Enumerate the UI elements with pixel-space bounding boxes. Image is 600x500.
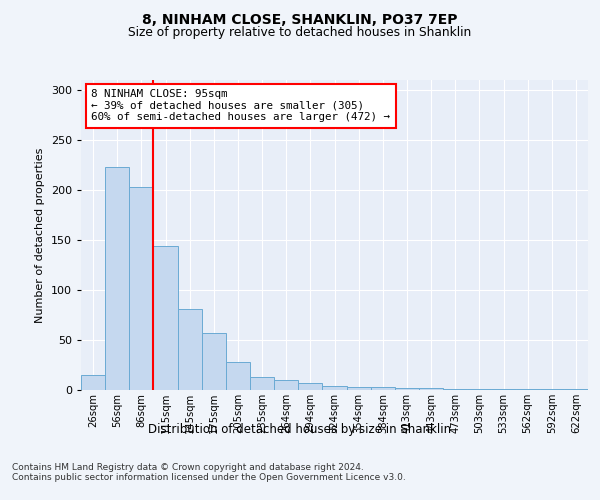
Bar <box>395 388 419 390</box>
Bar <box>322 386 347 390</box>
Bar <box>298 383 322 390</box>
Bar <box>371 387 395 390</box>
Bar <box>419 388 443 390</box>
Bar <box>443 389 467 390</box>
Bar <box>226 362 250 390</box>
Bar <box>467 389 491 390</box>
Bar <box>202 333 226 390</box>
Text: Contains HM Land Registry data © Crown copyright and database right 2024.
Contai: Contains HM Land Registry data © Crown c… <box>12 462 406 482</box>
Text: 8, NINHAM CLOSE, SHANKLIN, PO37 7EP: 8, NINHAM CLOSE, SHANKLIN, PO37 7EP <box>142 12 458 26</box>
Bar <box>129 187 154 390</box>
Bar <box>81 375 105 390</box>
Bar <box>491 389 515 390</box>
Text: 8 NINHAM CLOSE: 95sqm
← 39% of detached houses are smaller (305)
60% of semi-det: 8 NINHAM CLOSE: 95sqm ← 39% of detached … <box>91 90 390 122</box>
Bar <box>540 389 564 390</box>
Text: Size of property relative to detached houses in Shanklin: Size of property relative to detached ho… <box>128 26 472 39</box>
Bar <box>515 389 540 390</box>
Bar <box>154 246 178 390</box>
Bar <box>347 387 371 390</box>
Bar <box>250 377 274 390</box>
Text: Distribution of detached houses by size in Shanklin: Distribution of detached houses by size … <box>148 422 452 436</box>
Y-axis label: Number of detached properties: Number of detached properties <box>35 148 45 322</box>
Bar <box>274 380 298 390</box>
Bar <box>178 309 202 390</box>
Bar <box>564 389 588 390</box>
Bar <box>105 167 129 390</box>
